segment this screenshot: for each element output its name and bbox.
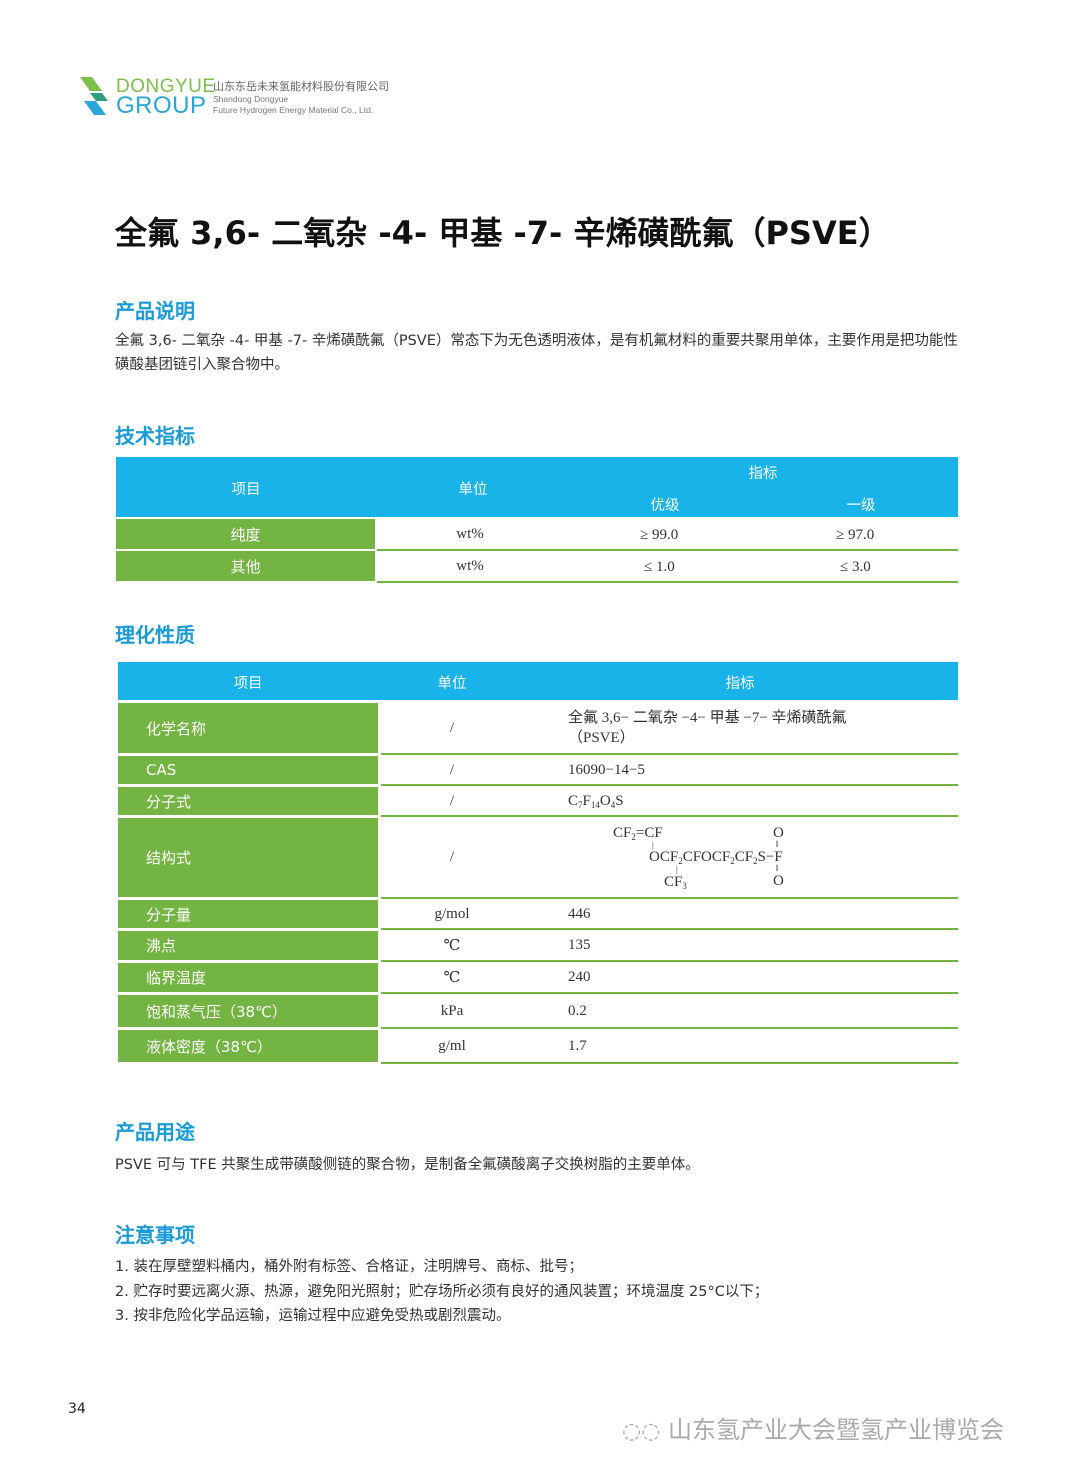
row-value: 0.2 (523, 995, 958, 1029)
brand-line2: GROUP (116, 92, 207, 119)
spec-header-index: 指标 (748, 466, 778, 482)
row-unit: kPa (381, 995, 523, 1029)
section-heading-description: 产品说明 (115, 299, 195, 323)
cas-value: 16090−14−5 (568, 761, 645, 778)
row-value: 135 (523, 931, 958, 962)
props-header-item: 项目 (233, 676, 263, 692)
value-line2: （PSVE） (568, 730, 635, 746)
row-unit: ℃ (381, 931, 523, 962)
note-item: 3. 按非危险化学品运输，运输过程中应避免受热或剧烈震动。 (115, 1308, 511, 1324)
props-header-value: 指标 (725, 676, 755, 692)
section-heading-props: 理化性质 (115, 623, 195, 647)
wechat-icon: ◌◌ (622, 1419, 661, 1444)
company-name-en1: Shandong Dongyue (213, 94, 289, 104)
row-item: 液体密度（38℃） (118, 1030, 378, 1062)
spec-header-item: 项目 (231, 482, 261, 498)
spec-header-grade1: 优级 (650, 498, 680, 514)
row-value: 全氟 3,6− 二氧杂 −4− 甲基 −7− 辛烯磺酰氟 （PSVE） (523, 703, 958, 755)
row-value: 16090−14−5 (523, 756, 958, 786)
row-unit: g/mol (381, 900, 523, 930)
row-item: CAS (118, 756, 378, 784)
row-item: 其他 (116, 551, 375, 581)
row-grade1: ≥ 99.0 (640, 527, 679, 543)
page-number: 34 (68, 1401, 86, 1417)
props-table: 项目 单位 指标 化学名称 / 全氟 3,6− 二氧杂 −4− 甲基 −7− 辛… (118, 662, 958, 1064)
row-item: 沸点 (118, 931, 378, 960)
section-heading-use: 产品用途 (115, 1120, 195, 1144)
spec-table: 项目 单位 指标 优级 一级 纯度 wt% ≥ 99.0 ≥ 97.0 其他 w… (116, 457, 958, 583)
section-heading-spec: 技术指标 (115, 424, 195, 448)
page-title: 全氟 3,6- 二氧杂 -4- 甲基 -7- 辛烯磺酰氟（PSVE） (115, 214, 891, 252)
formula-value: C7F14O4S (568, 792, 624, 810)
watermark-text: 山东氢产业大会暨氢产业博览会 (668, 1416, 1005, 1444)
note-item: 1. 装在厚壁塑料桶内，桶外附有标签、合格证，注明牌号、商标、批号； (115, 1259, 583, 1275)
value-line1: 全氟 3,6− 二氧杂 −4− 甲基 −7− 辛烯磺酰氟 (568, 710, 847, 726)
row-item: 分子式 (118, 787, 378, 815)
props-header-unit: 单位 (437, 676, 467, 692)
row-value: 446 (523, 900, 958, 930)
watermark: ◌◌ 山东氢产业大会暨氢产业博览会 (622, 1410, 1004, 1445)
row-unit: wt% (377, 519, 958, 551)
row-grade2: ≤ 3.0 (840, 559, 871, 575)
value: 446 (568, 905, 591, 922)
use-text: PSVE 可与 TFE 共聚生成带磺酸侧链的聚合物，是制备全氟磺酸离子交换树脂的… (115, 1157, 700, 1173)
company-name-en2: Future Hydrogen Energy Material Co., Ltd… (213, 105, 374, 115)
row-unit: / (381, 787, 523, 817)
description-text: 全氟 3,6- 二氧杂 -4- 甲基 -7- 辛烯磺酰氟（PSVE）常态下为无色… (115, 333, 958, 373)
spec-header-unit: 单位 (458, 482, 488, 498)
value: 135 (568, 937, 591, 953)
note-item: 2. 贮存时要远离火源、热源，避免阳光照射；贮存场所必须有良好的通风装置；环境温… (115, 1284, 769, 1300)
row-unit: / (381, 703, 523, 755)
value: 240 (568, 969, 591, 985)
row-item: 饱和蒸气压（38℃） (118, 995, 378, 1027)
row-unit: g/ml (381, 1030, 523, 1064)
brand-line1: DONGYUE (116, 76, 216, 97)
row-item: 临界温度 (118, 963, 378, 992)
row-value: 1.7 (523, 1030, 958, 1064)
row-item: 分子量 (118, 900, 378, 928)
row-unit: ℃ (381, 963, 523, 994)
row-item: 化学名称 (118, 703, 378, 753)
dongyue-logo-icon (80, 77, 108, 115)
row-value: C7F14O4S (523, 787, 958, 817)
row-grade2: ≥ 97.0 (836, 527, 875, 543)
row-item: 纯度 (116, 519, 375, 549)
row-item: 结构式 (118, 818, 378, 897)
structure-formula: CF2=CF | OCF2CFOCF2CF2S−F | CF3 O ‖ ‖ O (613, 825, 784, 891)
row-unit: / (381, 818, 523, 899)
value: 0.2 (568, 1002, 587, 1019)
spec-header-grade2: 一级 (846, 498, 876, 514)
row-value: CF2=CF | OCF2CFOCF2CF2S−F | CF3 O ‖ ‖ O (523, 818, 958, 899)
company-name-cn: 山东东岳未来氢能材料股份有限公司 (213, 80, 389, 93)
row-unit: wt% (377, 551, 958, 583)
section-heading-notes: 注意事项 (115, 1223, 195, 1247)
value: 1.7 (568, 1037, 587, 1054)
row-grade1: ≤ 1.0 (644, 559, 675, 575)
row-unit: / (381, 756, 523, 786)
row-value: 240 (523, 963, 958, 994)
